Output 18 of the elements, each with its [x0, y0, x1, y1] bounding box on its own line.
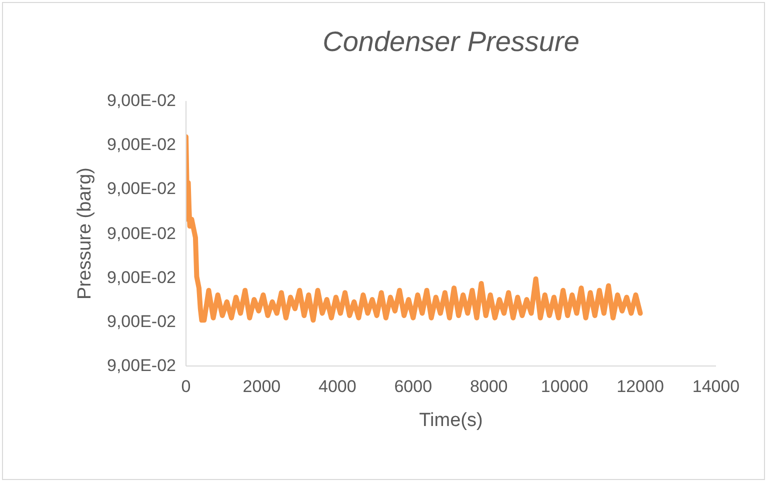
x-tick-label: 14000 [692, 377, 740, 396]
text: 9,00E-02 [107, 178, 176, 200]
text: 9,00E-02 [107, 310, 176, 333]
y-axis-title: Pressure (barg) [74, 168, 96, 300]
chart-title: Condenser Pressure [322, 26, 580, 58]
x-tick-label: 6000 [394, 377, 432, 396]
x-axis-title: Time(s) [419, 410, 483, 431]
x-tick-label: 10000 [540, 377, 588, 396]
x-tick-label: 4000 [318, 377, 356, 396]
x-tick-label: 12000 [616, 377, 664, 396]
text: 9,00E-02 [107, 134, 176, 156]
x-tick-label: 8000 [470, 377, 508, 396]
x-tick-label: 2000 [242, 377, 281, 396]
x-tick-label: 0 [181, 377, 191, 396]
text: 9,00E-02 [107, 222, 176, 244]
text: 9,00E-02 [107, 90, 176, 112]
text: 9,00E-02 [107, 355, 176, 377]
text: 9,00E-02 [107, 266, 176, 289]
